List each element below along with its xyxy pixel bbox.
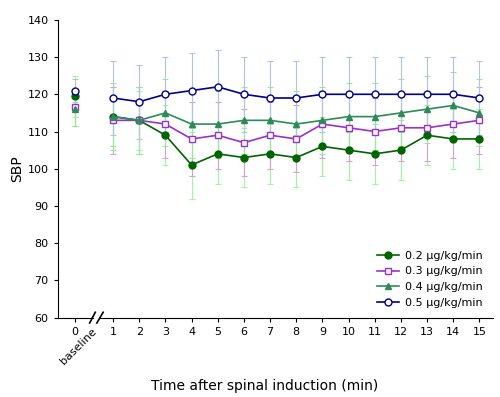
Legend: 0.2 μg/kg/min, 0.3 μg/kg/min, 0.4 μg/kg/min, 0.5 μg/kg/min: 0.2 μg/kg/min, 0.3 μg/kg/min, 0.4 μg/kg/… bbox=[372, 247, 487, 312]
Text: baseline: baseline bbox=[58, 326, 98, 366]
Text: Time after spinal induction (min): Time after spinal induction (min) bbox=[152, 379, 378, 393]
Y-axis label: SBP: SBP bbox=[10, 155, 24, 182]
